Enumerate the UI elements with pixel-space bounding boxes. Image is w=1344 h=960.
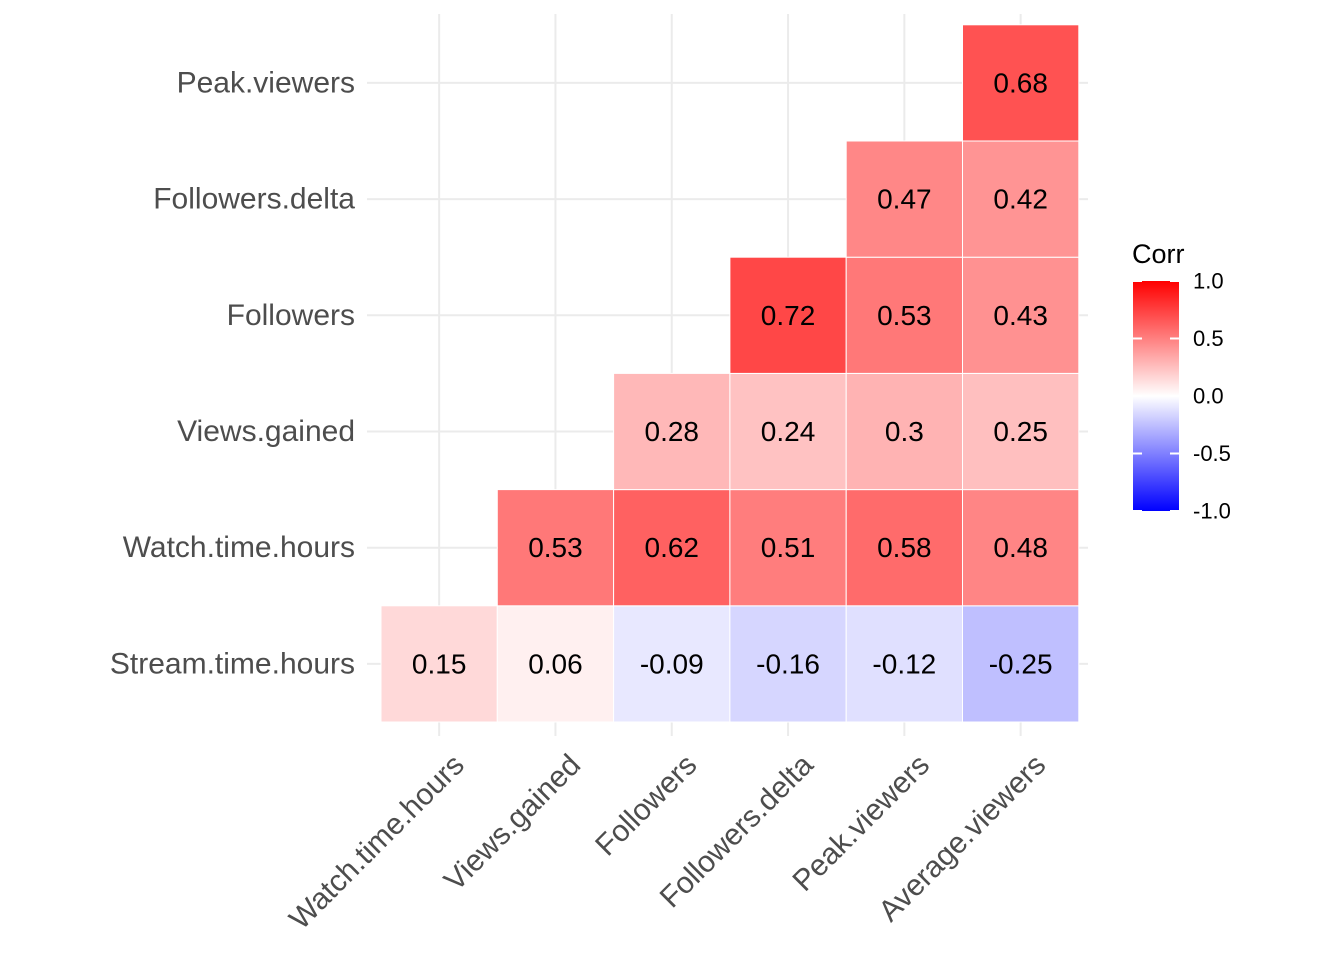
heatmap-cell xyxy=(845,489,964,607)
heatmap-cell xyxy=(962,140,1080,258)
cell-value-label: 0.25 xyxy=(993,416,1048,447)
legend-title: Corr xyxy=(1132,239,1185,269)
cell-value-label: 0.68 xyxy=(993,67,1048,98)
cell-value-label: 0.72 xyxy=(761,300,816,331)
heatmap-cell xyxy=(496,605,615,723)
legend-tick-label: 0.5 xyxy=(1193,326,1224,351)
heatmap-cell xyxy=(845,256,964,374)
heatmap-cell xyxy=(845,372,964,491)
heatmap-cell xyxy=(962,24,1080,142)
cell-value-label: 0.06 xyxy=(528,648,583,679)
x-tick-label: Watch.time.hours xyxy=(283,748,471,936)
legend-tick-label: 0.0 xyxy=(1193,384,1224,409)
cell-value-label: 0.53 xyxy=(877,300,932,331)
cell-value-label: 0.62 xyxy=(645,532,700,563)
cell-value-label: 0.15 xyxy=(412,648,467,679)
heatmap-cell xyxy=(962,605,1080,723)
cell-value-label: -0.12 xyxy=(872,648,936,679)
cell-value-label: 0.58 xyxy=(877,532,932,563)
heatmap-cell xyxy=(962,256,1080,374)
heatmap-cell xyxy=(962,372,1080,491)
heatmap-cell xyxy=(729,256,847,374)
cell-value-label: -0.16 xyxy=(756,648,820,679)
heatmap-cell xyxy=(496,489,615,607)
x-tick-label: Followers xyxy=(589,748,703,862)
cell-value-label: 0.48 xyxy=(993,532,1048,563)
cell-value-label: 0.3 xyxy=(885,416,924,447)
heatmap-cell xyxy=(729,372,847,491)
heatmap-cell xyxy=(613,489,731,607)
legend-ticks: 1.0 0.5 0.0 -0.5 -1.0 xyxy=(1133,269,1231,524)
legend-tick-label: -1.0 xyxy=(1193,499,1231,524)
cell-value-label: 0.53 xyxy=(528,532,583,563)
cell-value-label: 0.47 xyxy=(877,184,932,215)
y-tick-label: Watch.time.hours xyxy=(123,531,355,564)
heatmap-cell xyxy=(380,605,498,723)
heatmap-cell xyxy=(845,605,964,723)
y-tick-label: Followers.delta xyxy=(153,183,355,216)
y-tick-label: Views.gained xyxy=(177,415,355,448)
legend-tick-label: -0.5 xyxy=(1193,441,1231,466)
y-tick-label: Followers xyxy=(227,299,355,332)
y-tick-label: Peak.viewers xyxy=(177,66,355,99)
cell-value-label: -0.09 xyxy=(640,648,704,679)
cell-value-label: 0.24 xyxy=(761,416,816,447)
heatmap-cells: 0.15 0.06 -0.09 -0.16 -0.12 -0.25 0.53 0.62 0.51… xyxy=(380,24,1080,723)
cell-value-label: 0.28 xyxy=(645,416,700,447)
heatmap-cell xyxy=(962,489,1080,607)
heatmap-cell xyxy=(845,140,964,258)
legend-tick-label: 1.0 xyxy=(1193,269,1224,294)
y-axis-labels: Stream.time.hours Watch.time.hours Views.g… xyxy=(110,66,355,680)
cell-value-label: 0.42 xyxy=(993,184,1048,215)
legend: Corr 1.0 0.5 0.0 -0.5 -1.0 xyxy=(1132,239,1231,524)
cell-value-label: 0.51 xyxy=(761,532,816,563)
cell-value-label: 0.43 xyxy=(993,300,1048,331)
y-tick-label: Stream.time.hours xyxy=(110,647,355,680)
cell-value-label: -0.25 xyxy=(989,648,1053,679)
heatmap-cell xyxy=(613,372,731,491)
